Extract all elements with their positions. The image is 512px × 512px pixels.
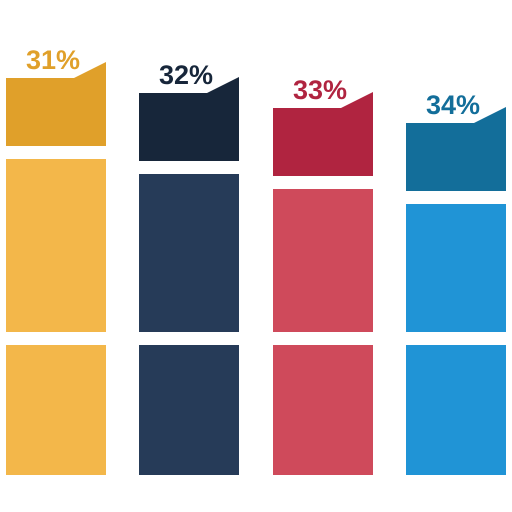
- bar-lower-segment: [406, 345, 506, 475]
- bar-upper-segment: [6, 159, 106, 332]
- bar-lower-segment: [273, 345, 373, 475]
- bar-group: 33%: [273, 75, 373, 475]
- bar-value-callout: [273, 92, 373, 176]
- bar-group: 34%: [406, 90, 506, 475]
- bar-group: 31%: [6, 45, 106, 475]
- bar-value-callout: [139, 77, 239, 161]
- bar-value-label: 32%: [159, 60, 213, 90]
- bar-value-label: 33%: [293, 75, 347, 105]
- bar-value-label: 31%: [26, 45, 80, 75]
- bar-upper-segment: [273, 189, 373, 332]
- bar-group: 32%: [139, 60, 239, 475]
- bar-upper-segment: [139, 174, 239, 332]
- bar-lower-segment: [139, 345, 239, 475]
- bar-value-callout: [406, 107, 506, 191]
- bar-lower-segment: [6, 345, 106, 475]
- bar-upper-segment: [406, 204, 506, 332]
- bar-value-label: 34%: [426, 90, 480, 120]
- bar-value-callout: [6, 62, 106, 146]
